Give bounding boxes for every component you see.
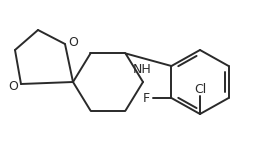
Text: Cl: Cl <box>194 82 206 96</box>
Text: NH: NH <box>133 63 152 76</box>
Text: F: F <box>143 91 150 105</box>
Text: O: O <box>8 80 18 92</box>
Text: O: O <box>68 35 78 49</box>
